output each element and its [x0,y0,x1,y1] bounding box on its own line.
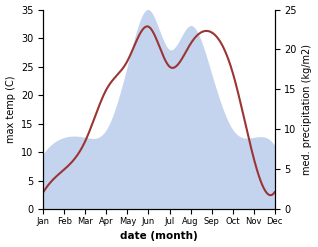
Y-axis label: max temp (C): max temp (C) [5,76,16,143]
X-axis label: date (month): date (month) [120,231,198,242]
Y-axis label: med. precipitation (kg/m2): med. precipitation (kg/m2) [302,44,313,175]
